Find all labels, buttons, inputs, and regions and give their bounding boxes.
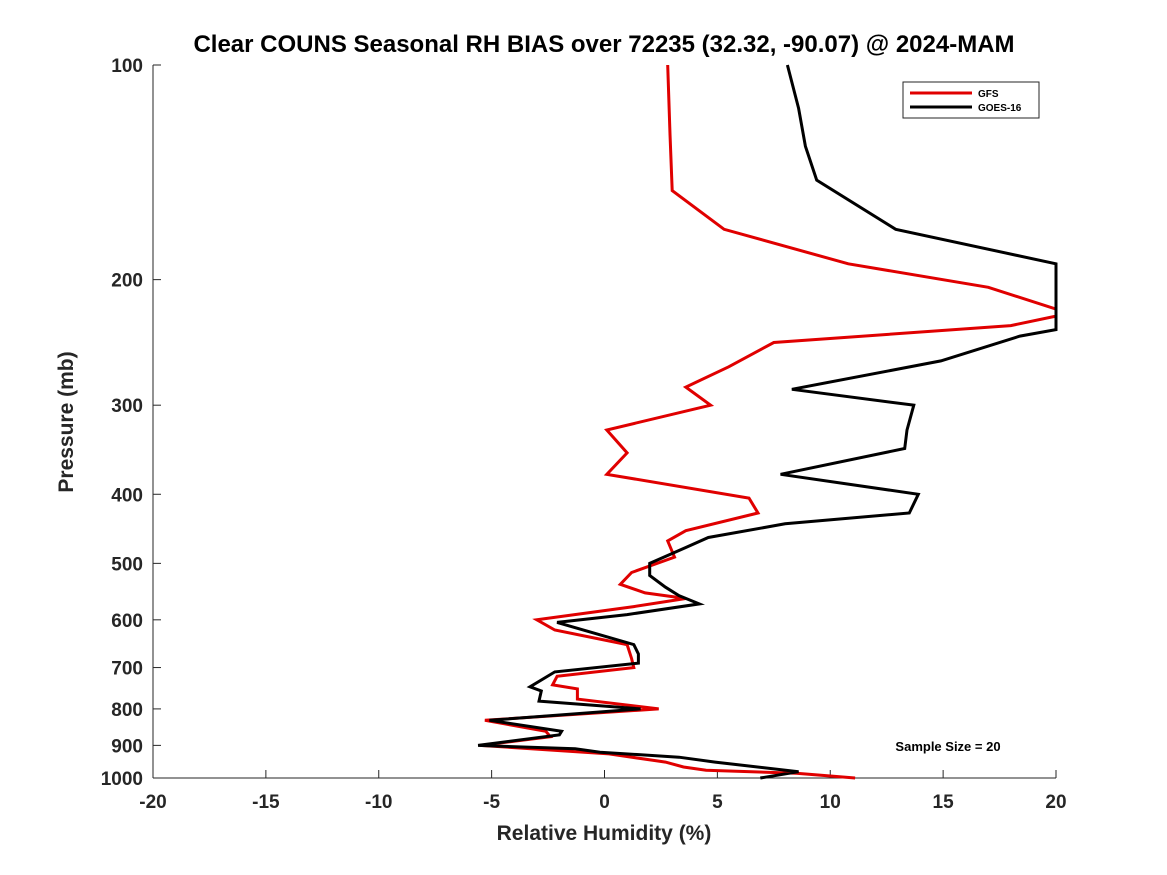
x-tick-label: -10 xyxy=(365,792,392,813)
legend: GFS GOES-16 xyxy=(902,81,1040,119)
x-tick-label: 5 xyxy=(712,792,723,813)
x-tick-label: -15 xyxy=(252,792,280,813)
legend-box xyxy=(902,81,1040,119)
series-line-gfs xyxy=(480,64,1058,780)
x-tick-label: 20 xyxy=(1045,792,1066,813)
x-tick-label: -20 xyxy=(139,792,166,813)
y-axis-label: Pressure (mb) xyxy=(55,351,78,492)
sample-size-annotation: Sample Size = 20 xyxy=(895,739,1000,754)
legend-label-goes-16: GOES-16 xyxy=(978,103,1022,114)
y-tick-label: 700 xyxy=(111,659,143,680)
x-axis: -20 -15 -10 -5 0 5 10 15 20 xyxy=(139,770,1067,813)
chart-title: Clear COUNS Seasonal RH BIAS over 72235 … xyxy=(193,31,1014,58)
y-tick-label: 1000 xyxy=(101,769,143,790)
y-tick-label: 500 xyxy=(111,554,143,575)
series-layer xyxy=(477,64,1058,780)
y-tick-label: 100 xyxy=(111,56,143,77)
plot-area xyxy=(153,65,1056,778)
x-tick-label: 0 xyxy=(599,792,610,813)
y-tick-label: 600 xyxy=(111,611,143,632)
y-tick-label: 400 xyxy=(111,485,143,506)
x-tick-label: -5 xyxy=(483,792,500,813)
x-tick-label: 10 xyxy=(820,792,841,813)
series-line-goes-16 xyxy=(477,64,1058,780)
legend-label-gfs: GFS xyxy=(978,89,999,100)
y-axis: 100 200 300 400 500 600 700 800 900 1000 xyxy=(101,56,161,790)
y-tick-label: 900 xyxy=(111,736,143,757)
x-tick-label: 15 xyxy=(933,792,955,813)
x-axis-label: Relative Humidity (%) xyxy=(497,822,712,845)
y-tick-label: 200 xyxy=(111,271,143,292)
y-tick-label: 800 xyxy=(111,700,143,721)
y-tick-label: 300 xyxy=(111,396,143,417)
